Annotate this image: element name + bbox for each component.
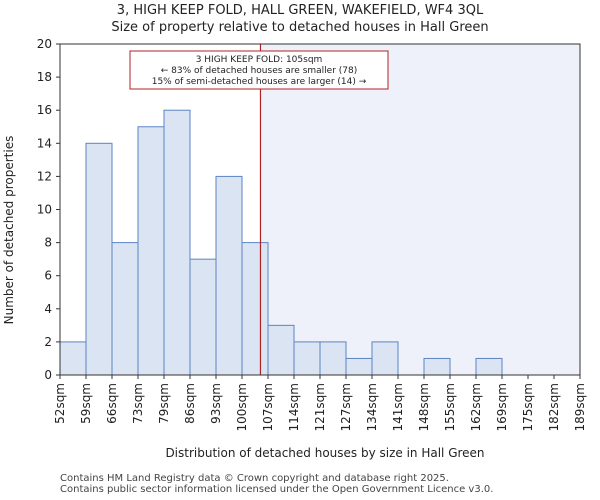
x-tick-label-100sqm: 100sqm xyxy=(235,383,249,431)
x-tick-label-169sqm: 169sqm xyxy=(495,383,509,431)
bar-93sqm xyxy=(215,175,243,376)
y-tick-label: 20 xyxy=(37,37,52,51)
bar-52sqm xyxy=(59,341,87,376)
footer-licence: Contains public sector information licen… xyxy=(60,484,494,495)
x-tick-label-141sqm: 141sqm xyxy=(391,383,405,431)
bar-86sqm xyxy=(189,258,217,376)
x-tick-label-189sqm: 189sqm xyxy=(573,383,587,431)
bar-162sqm xyxy=(475,357,503,376)
x-tick-label-79sqm: 79sqm xyxy=(157,383,171,424)
x-tick-label-134sqm: 134sqm xyxy=(365,383,379,431)
annotation-line2: ← 83% of detached houses are smaller (78… xyxy=(161,66,358,76)
bar-121sqm xyxy=(319,341,347,376)
footer-copyright: Contains HM Land Registry data © Crown c… xyxy=(60,473,449,484)
bar-148sqm xyxy=(423,357,451,376)
x-tick-label-73sqm: 73sqm xyxy=(131,383,145,424)
x-tick-label-127sqm: 127sqm xyxy=(339,383,353,431)
bar-66sqm xyxy=(111,242,139,376)
highlight-region xyxy=(260,44,580,375)
bar-127sqm xyxy=(345,357,373,376)
y-tick-label: 16 xyxy=(37,103,52,117)
x-tick-label-121sqm: 121sqm xyxy=(313,383,327,431)
y-tick-label: 14 xyxy=(37,136,52,150)
y-tick-label: 6 xyxy=(44,269,52,283)
x-tick-label-155sqm: 155sqm xyxy=(443,383,457,431)
x-tick-label-66sqm: 66sqm xyxy=(105,383,119,424)
y-tick-label: 0 xyxy=(44,368,52,382)
bar-107sqm xyxy=(267,324,295,376)
y-tick-label: 12 xyxy=(37,169,52,183)
x-tick-label-93sqm: 93sqm xyxy=(209,383,223,424)
x-tick-label-59sqm: 59sqm xyxy=(79,383,93,424)
x-tick-label-52sqm: 52sqm xyxy=(53,383,67,424)
y-tick-label: 2 xyxy=(44,335,52,349)
y-tick-label: 18 xyxy=(37,70,52,84)
y-tick-label: 8 xyxy=(44,236,52,250)
chart-subtitle: Size of property relative to detached ho… xyxy=(111,20,489,35)
y-tick-label: 10 xyxy=(37,203,52,217)
y-tick-label: 4 xyxy=(44,302,52,316)
y-axis: 0 2 4 6 8 10 12 14 16 18 20 xyxy=(37,37,60,382)
bars-group xyxy=(59,109,503,376)
annotation-line1: 3 HIGH KEEP FOLD: 105sqm xyxy=(196,55,323,65)
chart-title: 3, HIGH KEEP FOLD, HALL GREEN, WAKEFIELD… xyxy=(116,3,484,18)
x-tick-label-148sqm: 148sqm xyxy=(417,383,431,431)
bar-134sqm xyxy=(371,341,399,376)
bar-73sqm xyxy=(137,126,165,376)
x-axis-label: Distribution of detached houses by size … xyxy=(165,446,484,460)
y-axis-label: Number of detached properties xyxy=(2,136,16,325)
x-axis: 52sqm 59sqm 66sqm 73sqm 79sqm 86sqm 93sqm 100sq… xyxy=(53,375,587,431)
annotation-box: 3 HIGH KEEP FOLD: 105sqm ← 83% of detach… xyxy=(129,50,389,90)
x-tick-label-107sqm: 107sqm xyxy=(261,383,275,431)
x-tick-label-182sqm: 182sqm xyxy=(547,383,561,431)
bar-59sqm xyxy=(85,142,113,376)
bar-79sqm xyxy=(163,109,191,376)
bar-114sqm xyxy=(293,341,321,376)
x-tick-label-86sqm: 86sqm xyxy=(183,383,197,424)
annotation-line3: 15% of semi-detached houses are larger (… xyxy=(152,77,367,87)
bar-100sqm xyxy=(241,242,269,376)
x-tick-label-175sqm: 175sqm xyxy=(521,383,535,431)
x-tick-label-114sqm: 114sqm xyxy=(287,383,301,431)
x-tick-label-162sqm: 162sqm xyxy=(469,383,483,431)
